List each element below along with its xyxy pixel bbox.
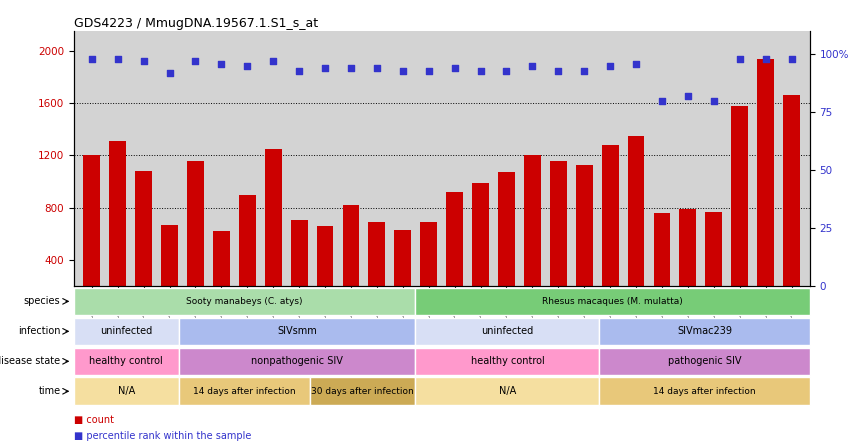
Text: healthy control: healthy control <box>470 356 544 366</box>
Bar <box>368 222 385 313</box>
Bar <box>74 317 178 345</box>
Text: nonpathogenic SIV: nonpathogenic SIV <box>251 356 343 366</box>
Bar <box>265 149 281 313</box>
Bar <box>599 348 810 375</box>
Point <box>85 56 99 63</box>
Text: Sooty manabeys (C. atys): Sooty manabeys (C. atys) <box>186 297 303 306</box>
Bar <box>178 317 416 345</box>
Bar <box>213 231 229 313</box>
Bar <box>757 59 774 313</box>
Bar <box>394 230 411 313</box>
Text: Rhesus macaques (M. mulatta): Rhesus macaques (M. mulatta) <box>542 297 683 306</box>
Point <box>629 60 643 67</box>
Text: 14 days after infection: 14 days after infection <box>653 387 756 396</box>
Bar <box>602 145 618 313</box>
Bar <box>576 165 592 313</box>
Point <box>422 67 436 74</box>
Point <box>241 62 255 69</box>
Point <box>370 65 384 72</box>
Bar <box>731 106 748 313</box>
Point <box>396 67 410 74</box>
Bar <box>498 172 515 313</box>
Bar <box>291 220 307 313</box>
Point <box>526 62 540 69</box>
Text: N/A: N/A <box>118 386 135 396</box>
Text: 14 days after infection: 14 days after infection <box>193 387 296 396</box>
Point <box>448 65 462 72</box>
Bar <box>343 205 359 313</box>
Bar <box>187 161 204 313</box>
Point <box>707 97 721 104</box>
Bar <box>178 348 416 375</box>
Text: ■ percentile rank within the sample: ■ percentile rank within the sample <box>74 432 251 441</box>
Bar <box>416 348 599 375</box>
Bar <box>783 95 800 313</box>
Point <box>474 67 488 74</box>
Text: SIVmac239: SIVmac239 <box>677 326 732 337</box>
Text: time: time <box>38 386 61 396</box>
Bar <box>680 209 696 313</box>
Bar <box>74 288 416 315</box>
Bar <box>446 192 463 313</box>
Text: healthy control: healthy control <box>89 356 163 366</box>
Text: uninfected: uninfected <box>481 326 533 337</box>
Point <box>759 56 772 63</box>
Bar <box>524 155 540 313</box>
Bar <box>83 155 100 313</box>
Bar <box>416 288 810 315</box>
Bar <box>599 317 810 345</box>
Point <box>552 67 565 74</box>
Point <box>655 97 669 104</box>
Bar <box>317 226 333 313</box>
Text: disease state: disease state <box>0 356 61 366</box>
Text: species: species <box>24 296 61 306</box>
Point <box>215 60 229 67</box>
Point <box>500 67 514 74</box>
Point <box>137 58 151 65</box>
Bar <box>416 317 599 345</box>
Bar <box>628 136 644 313</box>
Point <box>578 67 591 74</box>
Text: 30 days after infection: 30 days after infection <box>312 387 414 396</box>
Bar <box>420 222 437 313</box>
Text: infection: infection <box>18 326 61 337</box>
Bar <box>74 348 178 375</box>
Point <box>111 56 125 63</box>
Text: SIVsmm: SIVsmm <box>277 326 317 337</box>
Point <box>189 58 203 65</box>
Bar <box>654 213 670 313</box>
Bar <box>472 183 489 313</box>
Bar <box>599 377 810 405</box>
Point <box>292 67 306 74</box>
Bar <box>74 377 178 405</box>
Text: pathogenic SIV: pathogenic SIV <box>668 356 741 366</box>
Point <box>163 69 177 76</box>
Point <box>733 56 746 63</box>
Bar <box>706 212 722 313</box>
Text: GDS4223 / MmugDNA.19567.1.S1_s_at: GDS4223 / MmugDNA.19567.1.S1_s_at <box>74 17 318 30</box>
Bar <box>109 141 126 313</box>
Bar <box>239 195 255 313</box>
Bar <box>161 225 178 313</box>
Point <box>604 62 617 69</box>
Point <box>266 58 280 65</box>
Text: N/A: N/A <box>499 386 516 396</box>
Point <box>344 65 358 72</box>
Point <box>681 92 695 99</box>
Bar <box>178 377 310 405</box>
Bar <box>135 171 152 313</box>
Point <box>318 65 332 72</box>
Bar <box>416 377 599 405</box>
Text: uninfected: uninfected <box>100 326 152 337</box>
Bar <box>310 377 416 405</box>
Bar <box>550 161 566 313</box>
Point <box>785 56 798 63</box>
Text: ■ count: ■ count <box>74 415 113 424</box>
